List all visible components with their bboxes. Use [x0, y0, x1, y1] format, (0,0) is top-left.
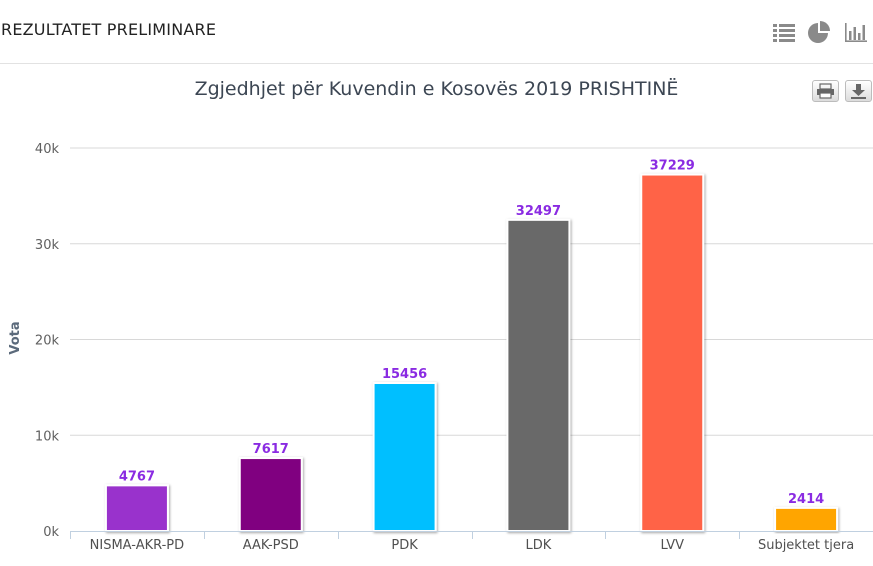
chart-gridlines [70, 147, 873, 436]
x-tick-label: NISMA-AKR-PD [90, 538, 185, 553]
data-label: 7617 [253, 442, 289, 457]
data-label: 37229 [650, 159, 695, 174]
bar[interactable] [506, 218, 571, 533]
download-icon [851, 84, 866, 99]
chart-title-text: Zgjedhjet për Kuvendin e Kosovës 2019 PR… [194, 78, 679, 100]
download-button[interactable] [845, 80, 872, 102]
panel-header: REZULTATET PRELIMINARE [0, 0, 873, 64]
chart-title: Zgjedhjet për Kuvendin e Kosovës 2019 PR… [0, 78, 873, 100]
y-tick-label: 40k [35, 142, 60, 157]
panel-title: REZULTATET PRELIMINARE [1, 20, 217, 39]
x-tick-label: AAK-PSD [243, 538, 299, 553]
x-tick-label: Subjektet tjera [758, 538, 854, 553]
y-tick-label: 10k [35, 429, 60, 444]
data-label: 4767 [119, 469, 155, 484]
bar[interactable] [104, 484, 169, 533]
bar[interactable] [238, 457, 303, 533]
x-tick-label: LVV [660, 538, 684, 553]
y-axis-ticks: 0k 10k 20k 30k 40k [35, 142, 60, 540]
bar[interactable] [640, 173, 705, 532]
data-labels: 4767 7617 15456 32497 37229 2414 [119, 159, 824, 507]
data-label: 2414 [788, 492, 824, 507]
y-axis-label: Vota [8, 321, 23, 354]
chart-bars [104, 173, 839, 533]
list-icon[interactable] [771, 20, 797, 44]
bar[interactable] [774, 506, 839, 533]
bar-chart-icon[interactable] [843, 20, 869, 44]
x-tick-label: PDK [391, 538, 418, 553]
print-button[interactable] [812, 80, 839, 102]
y-tick-label: 0k [43, 525, 59, 540]
bar[interactable] [372, 382, 437, 532]
y-tick-label: 30k [35, 238, 60, 253]
y-tick-label: 20k [35, 334, 60, 349]
data-label: 15456 [382, 367, 427, 382]
data-label: 32497 [516, 204, 561, 219]
x-axis: NISMA-AKR-PD AAK-PSD PDK LDK LVV Subjektet tj… [70, 531, 873, 553]
x-tick-label: LDK [526, 538, 552, 553]
pie-chart-icon[interactable] [806, 20, 832, 44]
print-icon [817, 83, 834, 99]
